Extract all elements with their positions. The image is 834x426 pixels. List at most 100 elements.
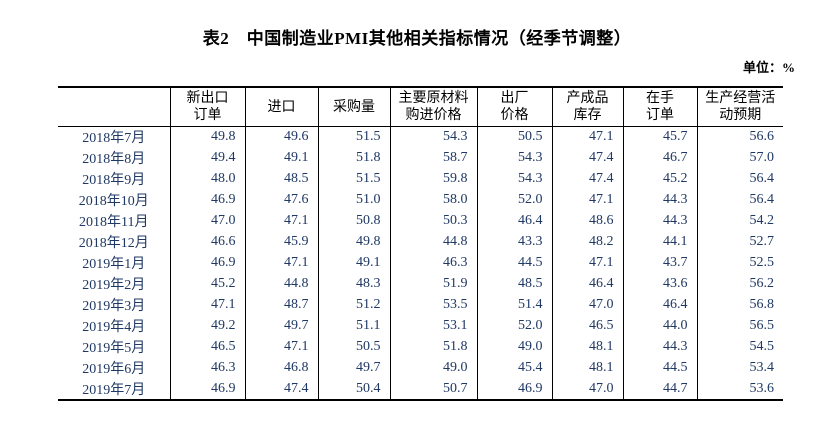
- value-cell-purchasing-volume: 49.1: [317, 252, 390, 274]
- value-cell-finished-goods-inventory: 47.0: [551, 378, 623, 400]
- row-label-month: 2018年7月: [82, 131, 146, 147]
- value-cell-main-raw-material-purchase-price: 44.8: [389, 231, 477, 253]
- pmi-indicator-table: 新出口 订单 进口 采购量 主要原材料 购进价格 出厂 价格 产成品 库存 在手 订单 生产经营活 动预期…: [58, 86, 783, 401]
- value-cell-imports: 47.1: [244, 336, 318, 358]
- table-row: 2019年3月 47.1 48.7 51.2 53.5 51.4 47.0 46.4 56.8: [58, 294, 783, 316]
- value-cell-purchasing-volume: 51.0: [317, 189, 390, 211]
- table-row: 2018年11月 47.0 47.1 50.8 50.3 46.4 48.6 44.3 54.2: [58, 210, 783, 232]
- value-cell-main-raw-material-purchase-price: 54.3: [389, 126, 477, 148]
- value-cell-main-raw-material-purchase-price: 53.5: [389, 294, 477, 316]
- value-cell-purchasing-volume: 51.8: [317, 147, 390, 169]
- page-title: 表2 中国制造业PMI其他相关指标情况（经季节调整）: [202, 29, 632, 48]
- value-cell-ex-factory-price: 46.4: [476, 210, 552, 232]
- value-cell-purchasing-volume: 49.7: [317, 357, 390, 379]
- value-cell-imports: 44.8: [244, 273, 318, 295]
- value-cell-business-activity-expectation: 52.7: [696, 231, 783, 253]
- value-cell-business-activity-expectation: 53.4: [696, 357, 783, 379]
- value-cell-finished-goods-inventory: 46.4: [551, 273, 623, 295]
- value-cell-ex-factory-price: 54.3: [476, 147, 552, 169]
- table-header: 新出口 订单 进口 采购量 主要原材料 购进价格 出厂 价格 产成品 库存 在手 订单 生产经营活 动预期: [58, 87, 783, 127]
- value-cell-main-raw-material-purchase-price: 58.7: [389, 147, 477, 169]
- value-cell-business-activity-expectation: 54.2: [696, 210, 783, 232]
- column-header-main-raw-material-purchase-price: 主要原材料 购进价格: [389, 87, 477, 127]
- table-row: 2019年2月 45.2 44.8 48.3 51.9 48.5 46.4 43.6 56.2: [58, 273, 783, 295]
- value-cell-new-export-orders: 49.2: [169, 315, 245, 337]
- value-cell-new-export-orders: 47.0: [169, 210, 245, 232]
- value-cell-orders-on-hand: 44.3: [622, 210, 697, 232]
- table-body: 2018年7月 49.8 49.6 51.5 54.3 50.5 47.1 45.7 56.6 2…: [58, 126, 783, 400]
- value-cell-ex-factory-price: 43.3: [476, 231, 552, 253]
- value-cell-purchasing-volume: 50.4: [317, 378, 390, 400]
- value-cell-finished-goods-inventory: 47.0: [551, 294, 623, 316]
- value-cell-main-raw-material-purchase-price: 58.0: [389, 189, 477, 211]
- value-cell-orders-on-hand: 44.3: [622, 336, 697, 358]
- value-cell-business-activity-expectation: 54.5: [696, 336, 783, 358]
- value-cell-purchasing-volume: 50.8: [317, 210, 390, 232]
- value-cell-orders-on-hand: 45.7: [622, 126, 697, 148]
- value-cell-ex-factory-price: 48.5: [476, 273, 552, 295]
- value-cell-ex-factory-price: 44.5: [476, 252, 552, 274]
- value-cell-main-raw-material-purchase-price: 50.3: [389, 210, 477, 232]
- value-cell-main-raw-material-purchase-price: 49.0: [389, 357, 477, 379]
- value-cell-business-activity-expectation: 56.5: [696, 315, 783, 337]
- value-cell-finished-goods-inventory: 47.4: [551, 168, 623, 190]
- value-cell-imports: 48.5: [244, 168, 318, 190]
- value-cell-business-activity-expectation: 56.2: [696, 273, 783, 295]
- value-cell-finished-goods-inventory: 48.1: [551, 357, 623, 379]
- value-cell-imports: 47.6: [244, 189, 318, 211]
- row-label-month: 2018年11月: [79, 215, 149, 230]
- value-cell-finished-goods-inventory: 47.4: [551, 147, 623, 169]
- value-cell-orders-on-hand: 46.7: [622, 147, 697, 169]
- value-cell-main-raw-material-purchase-price: 51.8: [389, 336, 477, 358]
- value-cell-new-export-orders: 46.3: [169, 357, 245, 379]
- value-cell-business-activity-expectation: 57.0: [696, 147, 783, 169]
- corner-cell: [58, 87, 170, 127]
- row-label-month: 2019年6月: [82, 362, 146, 377]
- value-cell-orders-on-hand: 43.6: [622, 273, 697, 295]
- table-row: 2018年7月 49.8 49.6 51.5 54.3 50.5 47.1 45.7 56.6: [58, 126, 783, 148]
- value-cell-purchasing-volume: 51.5: [317, 126, 390, 148]
- table-row: 2018年9月 48.0 48.5 51.5 59.8 54.3 47.4 45.2 56.4: [58, 168, 783, 190]
- value-cell-business-activity-expectation: 56.4: [696, 168, 783, 190]
- row-label-month: 2019年2月: [82, 278, 146, 293]
- value-cell-new-export-orders: 46.5: [169, 336, 245, 358]
- value-cell-finished-goods-inventory: 48.1: [551, 336, 623, 358]
- value-cell-new-export-orders: 46.9: [169, 378, 245, 400]
- value-cell-new-export-orders: 47.1: [169, 294, 245, 316]
- value-cell-finished-goods-inventory: 48.2: [551, 231, 623, 253]
- value-cell-new-export-orders: 45.2: [169, 273, 245, 295]
- value-cell-business-activity-expectation: 53.6: [696, 378, 783, 400]
- header-row: 新出口 订单 进口 采购量 主要原材料 购进价格 出厂 价格 产成品 库存 在手 订单 生产经营活 动预期: [58, 87, 783, 127]
- value-cell-purchasing-volume: 49.8: [317, 231, 390, 253]
- value-cell-imports: 47.1: [244, 252, 318, 274]
- row-label-month: 2018年9月: [82, 173, 146, 188]
- value-cell-main-raw-material-purchase-price: 59.8: [389, 168, 477, 190]
- value-cell-business-activity-expectation: 52.5: [696, 252, 783, 274]
- value-cell-imports: 45.9: [244, 231, 318, 253]
- value-cell-business-activity-expectation: 56.8: [696, 294, 783, 316]
- value-cell-imports: 47.4: [244, 378, 318, 400]
- table-row: 2019年7月 46.9 47.4 50.4 50.7 46.9 47.0 44.7 53.6: [58, 378, 783, 400]
- value-cell-purchasing-volume: 51.1: [317, 315, 390, 337]
- value-cell-orders-on-hand: 44.5: [622, 357, 697, 379]
- value-cell-business-activity-expectation: 56.4: [696, 189, 783, 211]
- value-cell-purchasing-volume: 50.5: [317, 336, 390, 358]
- row-label-month: 2018年8月: [82, 152, 146, 167]
- value-cell-purchasing-volume: 51.2: [317, 294, 390, 316]
- value-cell-ex-factory-price: 52.0: [476, 189, 552, 211]
- row-label-month: 2019年4月: [82, 320, 146, 335]
- column-header-new-export-orders: 新出口 订单: [169, 87, 245, 127]
- value-cell-orders-on-hand: 45.2: [622, 168, 697, 190]
- column-header-orders-on-hand: 在手 订单: [622, 87, 697, 127]
- value-cell-orders-on-hand: 44.0: [622, 315, 697, 337]
- table-row: 2019年6月 46.3 46.8 49.7 49.0 45.4 48.1 44.5 53.4: [58, 357, 783, 379]
- row-label-month: 2019年7月: [82, 382, 146, 398]
- value-cell-finished-goods-inventory: 46.5: [551, 315, 623, 337]
- value-cell-ex-factory-price: 52.0: [476, 315, 552, 337]
- value-cell-orders-on-hand: 46.4: [622, 294, 697, 316]
- row-label-month: 2019年3月: [82, 299, 146, 314]
- column-header-business-activity-expectation: 生产经营活 动预期: [696, 87, 783, 127]
- table-row: 2018年12月 46.6 45.9 49.8 44.8 43.3 48.2 44.1 52.7: [58, 231, 783, 253]
- value-cell-main-raw-material-purchase-price: 50.7: [389, 378, 477, 400]
- value-cell-purchasing-volume: 48.3: [317, 273, 390, 295]
